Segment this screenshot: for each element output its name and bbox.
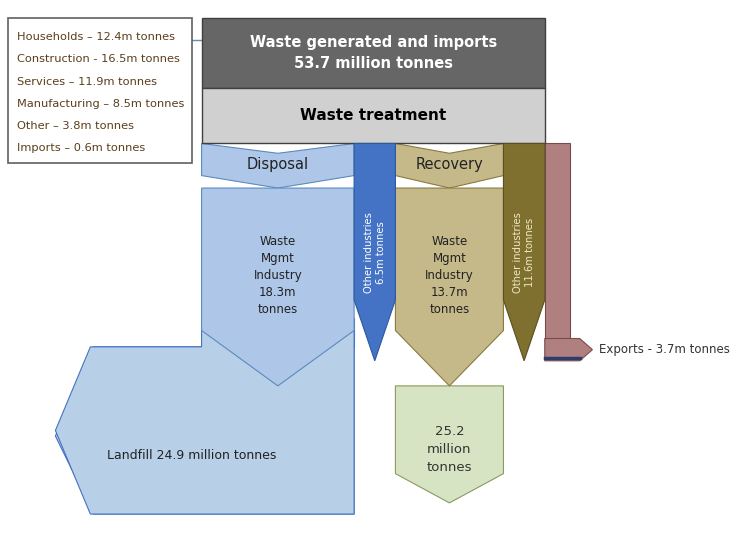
Text: Services – 11.9m tonnes: Services – 11.9m tonnes bbox=[18, 77, 157, 87]
Polygon shape bbox=[201, 143, 354, 188]
FancyBboxPatch shape bbox=[8, 18, 192, 163]
Polygon shape bbox=[395, 386, 503, 503]
Text: Other industries
11.6m tonnes: Other industries 11.6m tonnes bbox=[513, 212, 535, 292]
Text: Waste treatment: Waste treatment bbox=[300, 108, 446, 123]
Text: Waste
Mgmt
Industry
13.7m
tonnes: Waste Mgmt Industry 13.7m tonnes bbox=[425, 235, 474, 316]
Text: Waste generated and imports
53.7 million tonnes: Waste generated and imports 53.7 million… bbox=[250, 35, 497, 71]
Text: Imports – 0.6m tonnes: Imports – 0.6m tonnes bbox=[18, 143, 146, 153]
Text: 25.2
million
tonnes: 25.2 million tonnes bbox=[427, 426, 472, 474]
Text: Disposal: Disposal bbox=[247, 157, 309, 172]
Polygon shape bbox=[55, 320, 354, 514]
FancyBboxPatch shape bbox=[201, 18, 545, 88]
Text: Households – 12.4m tonnes: Households – 12.4m tonnes bbox=[18, 32, 175, 42]
Text: Other – 3.8m tonnes: Other – 3.8m tonnes bbox=[18, 121, 135, 131]
Polygon shape bbox=[545, 143, 570, 338]
Text: Landfill 24.9 million tonnes: Landfill 24.9 million tonnes bbox=[107, 449, 277, 462]
Polygon shape bbox=[545, 338, 592, 361]
Polygon shape bbox=[503, 143, 545, 361]
FancyBboxPatch shape bbox=[201, 88, 545, 143]
Polygon shape bbox=[55, 347, 354, 514]
Text: Exports - 3.7m tonnes: Exports - 3.7m tonnes bbox=[599, 343, 730, 356]
Polygon shape bbox=[201, 188, 354, 386]
Text: Other industries
6.5m tonnes: Other industries 6.5m tonnes bbox=[364, 212, 386, 292]
Text: Waste
Mgmt
Industry
18.3m
tonnes: Waste Mgmt Industry 18.3m tonnes bbox=[254, 235, 302, 316]
Text: Manufacturing – 8.5m tonnes: Manufacturing – 8.5m tonnes bbox=[18, 99, 184, 109]
Polygon shape bbox=[395, 143, 503, 188]
Text: Recovery: Recovery bbox=[415, 157, 484, 172]
Polygon shape bbox=[354, 143, 395, 361]
Text: Construction - 16.5m tonnes: Construction - 16.5m tonnes bbox=[18, 54, 180, 64]
Polygon shape bbox=[201, 318, 354, 347]
Polygon shape bbox=[395, 188, 503, 386]
